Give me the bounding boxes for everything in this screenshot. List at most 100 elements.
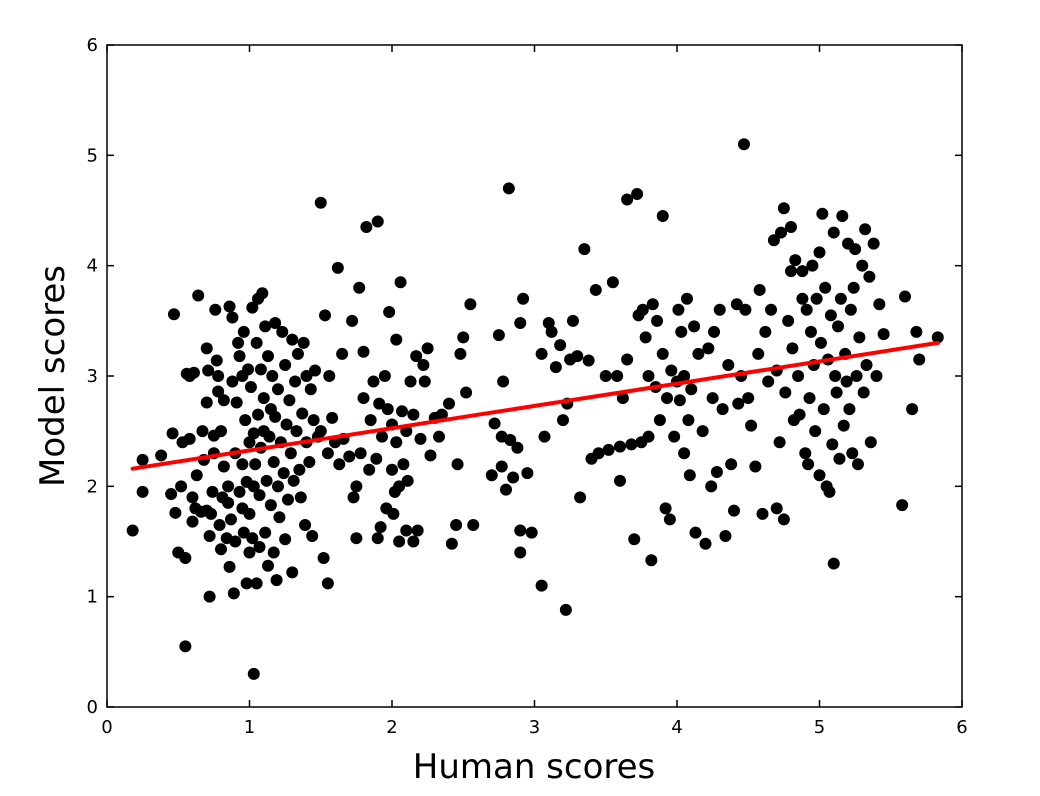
data-point: [910, 325, 923, 338]
x-tick-label: 4: [671, 717, 682, 738]
data-point: [851, 458, 864, 471]
data-point: [853, 331, 866, 344]
data-point: [284, 447, 297, 460]
data-point: [642, 370, 655, 382]
data-point: [646, 298, 659, 311]
data-point: [689, 526, 702, 539]
data-point: [179, 640, 192, 653]
data-point: [354, 447, 367, 460]
data-point: [713, 303, 726, 316]
data-point: [390, 333, 403, 346]
data-point: [186, 515, 199, 528]
data-point: [826, 438, 839, 451]
data-point: [685, 383, 698, 396]
y-tick-label: 5: [87, 145, 98, 166]
data-point: [492, 329, 505, 342]
data-point: [782, 314, 795, 327]
data-point: [702, 342, 715, 355]
data-point: [899, 290, 911, 303]
data-point: [286, 333, 299, 346]
data-point: [167, 308, 180, 321]
data-point: [283, 394, 296, 407]
data-point: [246, 301, 259, 314]
data-point: [395, 405, 408, 418]
data-point: [816, 207, 829, 220]
data-point: [443, 397, 455, 410]
data-point: [401, 474, 414, 487]
data-point: [728, 504, 740, 517]
data-point: [203, 590, 216, 603]
data-point: [296, 407, 309, 420]
data-point: [370, 452, 383, 465]
data-point: [571, 350, 584, 363]
data-point: [829, 370, 842, 382]
data-point: [803, 392, 816, 405]
data-point: [602, 443, 615, 456]
data-point: [716, 403, 729, 416]
data-point: [213, 518, 226, 531]
data-point: [411, 524, 424, 537]
data-point: [535, 579, 548, 592]
data-point: [663, 513, 676, 526]
data-point: [913, 353, 926, 366]
data-point: [906, 403, 919, 416]
data-point: [824, 309, 837, 322]
data-point: [688, 320, 701, 333]
data-point: [257, 392, 270, 405]
data-point: [606, 276, 619, 289]
data-point: [347, 491, 360, 504]
data-point: [450, 518, 463, 531]
data-point: [793, 408, 806, 421]
data-point: [683, 469, 696, 482]
data-point: [203, 529, 216, 542]
data-point: [323, 370, 336, 382]
data-point: [931, 331, 944, 344]
data-point: [705, 480, 718, 493]
data-point: [514, 524, 527, 537]
data-point: [625, 438, 638, 451]
data-point: [777, 202, 790, 215]
data-point: [206, 485, 219, 498]
data-point: [819, 281, 832, 294]
data-point: [804, 325, 817, 338]
data-point: [386, 463, 398, 476]
data-point: [410, 350, 423, 363]
data-point: [739, 303, 752, 316]
data-point: [767, 234, 780, 247]
data-point: [708, 325, 721, 338]
data-point: [247, 480, 260, 493]
data-point: [200, 342, 213, 355]
data-point: [209, 303, 222, 316]
data-point: [394, 276, 407, 289]
data-point: [464, 298, 477, 311]
data-point: [582, 354, 595, 367]
data-point: [179, 552, 192, 565]
data-point: [779, 386, 792, 399]
data-point: [307, 414, 320, 427]
data-point: [404, 375, 417, 388]
data-point: [796, 292, 809, 305]
data-point: [678, 447, 691, 460]
data-point: [270, 574, 283, 587]
data-point: [578, 243, 591, 256]
data-point: [785, 265, 797, 278]
data-point: [306, 529, 319, 542]
data-point: [212, 385, 225, 398]
data-point: [673, 394, 686, 407]
y-tick-label: 0: [87, 697, 98, 718]
data-point: [457, 331, 470, 344]
data-point: [390, 436, 403, 449]
data-point: [445, 537, 458, 550]
data-point: [215, 425, 227, 438]
data-point: [525, 526, 538, 539]
data-point: [371, 532, 384, 545]
data-point: [599, 370, 612, 382]
data-point: [645, 554, 658, 567]
data-point: [699, 537, 712, 550]
scatter-points: [126, 138, 944, 680]
data-point: [710, 465, 723, 478]
data-point: [224, 513, 237, 526]
data-point: [393, 535, 406, 548]
data-point: [485, 469, 498, 482]
